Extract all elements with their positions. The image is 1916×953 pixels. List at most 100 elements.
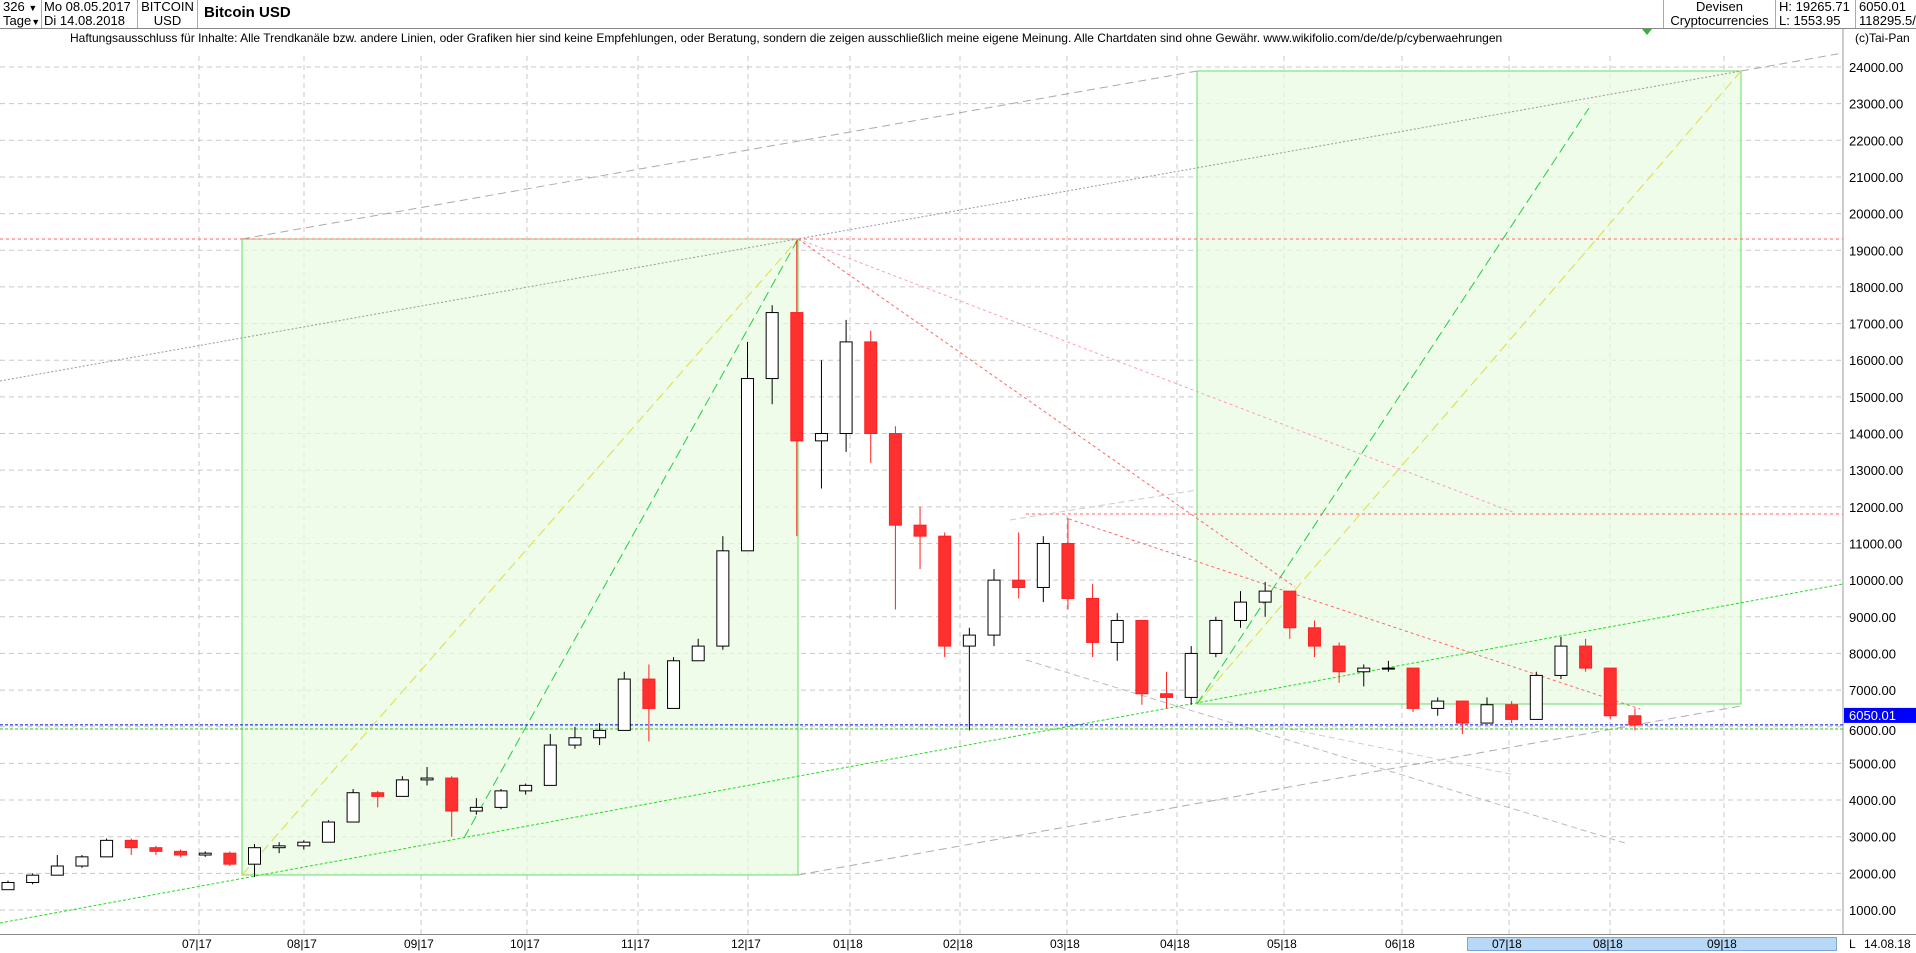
candle-body (1381, 667, 1395, 670)
chart-title: Bitcoin USD (198, 0, 1664, 28)
candle (888, 426, 902, 610)
candle (321, 820, 335, 843)
x-tick-label: 06|18 (1385, 937, 1415, 951)
y-tick-label: 6000.00 (1849, 723, 1896, 738)
candle (593, 723, 607, 746)
candle-body (1012, 579, 1026, 588)
candle-body (248, 847, 261, 865)
candle (371, 790, 385, 808)
candle-body (1579, 645, 1593, 669)
x-axis-bar (0, 934, 1916, 953)
candle (839, 319, 853, 452)
candle (667, 657, 681, 709)
candle (445, 776, 459, 837)
candle (1135, 619, 1149, 705)
candle-body (1135, 619, 1149, 695)
candle (1505, 701, 1519, 724)
candle-body (469, 806, 483, 812)
mode-label[interactable]: L (1849, 937, 1856, 951)
candle-body (420, 777, 434, 781)
y-tick-label: 3000.00 (1849, 830, 1896, 845)
candle-body (617, 678, 631, 731)
candle-body (494, 790, 508, 808)
candle-body (1209, 619, 1223, 654)
candle (26, 873, 40, 885)
candle (1381, 660, 1395, 672)
x-tick-label: 03|18 (1050, 937, 1080, 951)
candle (568, 726, 582, 749)
y-tick-label: 15000.00 (1849, 390, 1903, 405)
candle (987, 569, 1001, 647)
candle-body (814, 433, 828, 442)
period-count: 326 (3, 0, 25, 14)
downtrend-pink (797, 238, 1516, 514)
candle-body (26, 874, 40, 884)
x-tick-label: 08|17 (287, 937, 317, 951)
footer-date: 14.08.18 (1864, 937, 1911, 951)
candle (938, 532, 952, 658)
candle (716, 536, 730, 650)
candle-body (568, 737, 582, 746)
candle-body (124, 839, 138, 849)
candle-body (642, 678, 656, 709)
x-tick-label: 11|17 (621, 937, 650, 951)
candle-body (1480, 704, 1494, 724)
category-main: Devisen (1696, 0, 1743, 14)
candle (962, 627, 976, 731)
y-tick-label: 18000.00 (1849, 280, 1903, 295)
candle-body (1086, 597, 1100, 643)
y-tick-label: 21000.00 (1849, 170, 1903, 185)
candle-body (198, 852, 212, 856)
candle (346, 789, 360, 823)
high-value: H: 19265.71 (1779, 0, 1850, 14)
candle-body (888, 433, 902, 526)
candle (1086, 583, 1100, 658)
candle-body (297, 841, 311, 847)
date-range[interactable]: Mo 08.05.2017 Di 14.08.2018 (42, 0, 138, 28)
candle (741, 341, 754, 552)
fan-line-green-2 (1196, 107, 1590, 705)
candle-body (50, 865, 64, 876)
candle (174, 849, 188, 857)
trend-line-upper-dashed (241, 70, 1198, 240)
downtrend-red-1 (797, 238, 1296, 588)
x-tick-label: 08|18 (1593, 937, 1623, 951)
candle (50, 855, 64, 876)
y-tick-label: 5000.00 (1849, 756, 1896, 771)
candle-body (716, 550, 730, 647)
scroll-range-bar[interactable] (1467, 937, 1837, 951)
x-tick-label: 09|17 (404, 937, 434, 951)
symbol: BITCOIN USD (138, 0, 198, 28)
y-tick-label: 24000.00 (1849, 60, 1903, 75)
candle (1603, 667, 1617, 720)
candle (1554, 636, 1568, 680)
candle (1283, 590, 1297, 639)
candle-body (1431, 700, 1445, 709)
channel-grey-3 (1269, 724, 1516, 776)
low-value: L: 1553.95 (1779, 13, 1841, 28)
candle-body (667, 660, 681, 709)
candle-body (1455, 700, 1469, 724)
candle-body (1628, 715, 1642, 726)
downtrend-red-2 (1068, 518, 1641, 710)
x-tick-label: 07|17 (182, 937, 212, 951)
trend-line-lower (797, 705, 1742, 876)
candle (814, 360, 828, 489)
period-selector[interactable]: 326 ▼ Tage▼ (0, 0, 42, 28)
candle (272, 842, 286, 854)
candle (1307, 620, 1321, 658)
candle-body (174, 850, 188, 856)
candle-body (149, 847, 163, 852)
candle-body (1036, 542, 1050, 588)
candle-body (741, 378, 754, 552)
candle (248, 844, 261, 878)
last-price-label: 6050.01 (1849, 708, 1896, 723)
candle (790, 240, 804, 537)
candle (1406, 667, 1420, 713)
candle (1036, 536, 1050, 603)
candle-body (100, 839, 114, 858)
candle-body (1184, 652, 1198, 698)
y-tick-label: 19000.00 (1849, 243, 1903, 258)
candle (519, 783, 533, 795)
